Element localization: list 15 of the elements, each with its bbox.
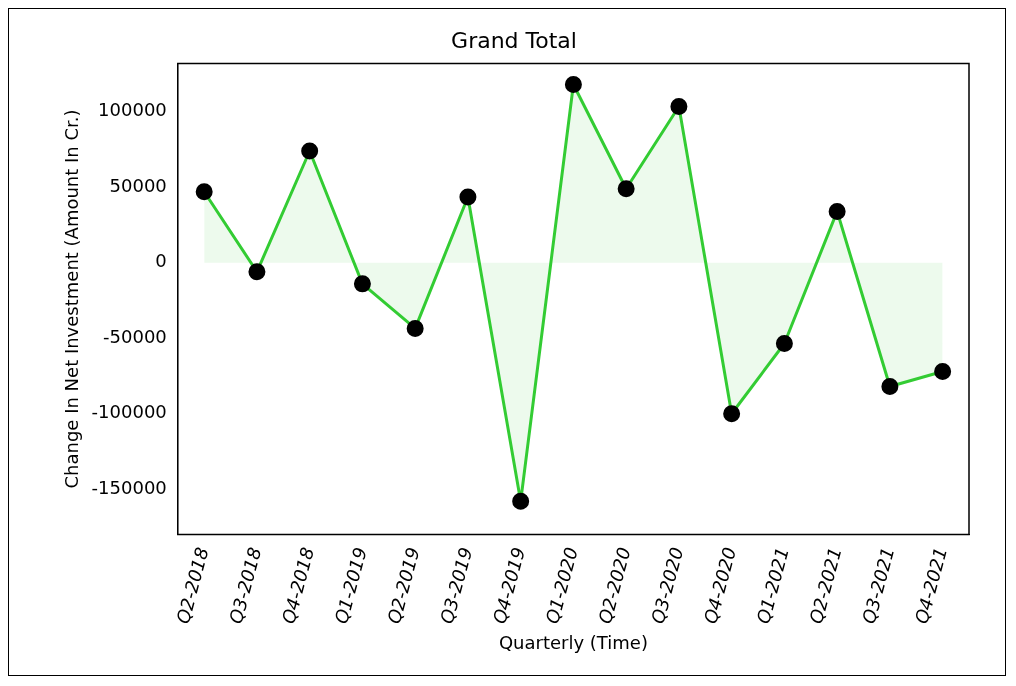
- x-tick-label: Q4-2020: [699, 545, 741, 626]
- y-tick-label: 50000: [109, 174, 167, 196]
- y-tick-label: 100000: [98, 99, 167, 121]
- y-tick-label: -50000: [103, 325, 167, 347]
- y-tick-label: -150000: [91, 476, 167, 498]
- x-tick-label: Q3-2019: [435, 545, 477, 626]
- x-tick-label: Q3-2020: [646, 545, 688, 626]
- x-tick-label: Q4-2018: [277, 545, 319, 626]
- x-tick-label: Q4-2019: [488, 545, 530, 626]
- x-tick-label: Q3-2018: [224, 545, 266, 626]
- x-tick-label: Q2-2019: [383, 545, 424, 626]
- y-axis-title: Change In Net Investment (Amount In Cr.): [61, 109, 83, 489]
- y-tick-label: 0: [155, 250, 167, 272]
- y-tick-label: -100000: [91, 401, 167, 423]
- chart-title: Grand Total: [451, 27, 577, 53]
